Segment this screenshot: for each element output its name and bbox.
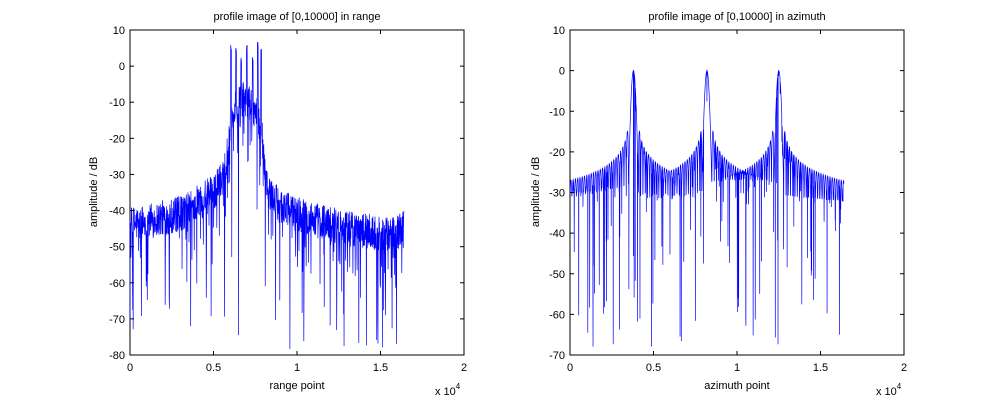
az-xtick-label: 0	[567, 362, 573, 374]
az-ytick-label: 0	[559, 66, 565, 78]
range-ytick-label: -20	[109, 133, 125, 145]
range-ylabel: amplitude / dB	[88, 157, 100, 227]
az-xtick-label: 2	[901, 362, 907, 374]
range-ytick-label: -70	[109, 314, 125, 326]
range-ytick-label: -40	[109, 206, 125, 218]
range-xtick-label: 1.5	[373, 362, 388, 374]
az-ytick-label: -70	[549, 350, 565, 362]
range-xtick-label: 2	[461, 362, 467, 374]
range-xlabel: range point	[269, 380, 324, 392]
range-profile-line	[129, 42, 405, 350]
range-ytick-label: -10	[109, 97, 125, 109]
range-xtick-label: 0	[127, 362, 133, 374]
range-xtick-label: 0.5	[206, 362, 221, 374]
range-subplot: profile image of [0,10000] in range 0 0.5…	[88, 11, 467, 398]
az-xtick-label: 1	[734, 362, 740, 374]
az-ytick-label: -20	[549, 147, 565, 159]
range-ytick-label: -50	[109, 242, 125, 254]
range-ytick-label: -60	[109, 278, 125, 290]
range-ytick-label: -80	[109, 350, 125, 362]
azimuth-x-multiplier: x 104	[876, 382, 902, 398]
range-title: profile image of [0,10000] in range	[214, 11, 381, 23]
az-ytick-label: -30	[549, 188, 565, 200]
az-ytick-label: -60	[549, 309, 565, 321]
azimuth-subplot: profile image of [0,10000] in azimuth 0 0…	[530, 11, 907, 398]
az-ytick-label: -40	[549, 228, 565, 240]
range-ytick-label: -30	[109, 169, 125, 181]
azimuth-title: profile image of [0,10000] in azimuth	[648, 11, 825, 23]
azimuth-profile-line	[569, 69, 845, 347]
az-xtick-label: 0.5	[646, 362, 661, 374]
azimuth-ylabel: amplitude / dB	[530, 157, 542, 227]
az-ytick-label: 10	[553, 25, 565, 37]
range-ytick-label: 10	[113, 25, 125, 37]
az-ytick-label: -50	[549, 269, 565, 281]
range-ytick-label: 0	[119, 61, 125, 73]
range-xtick-label: 1	[294, 362, 300, 374]
az-ytick-label: -10	[549, 106, 565, 118]
azimuth-xlabel: azimuth point	[704, 380, 769, 392]
az-xtick-label: 1.5	[813, 362, 828, 374]
range-axes-frame	[129, 29, 465, 356]
range-x-multiplier: x 104	[435, 382, 461, 398]
